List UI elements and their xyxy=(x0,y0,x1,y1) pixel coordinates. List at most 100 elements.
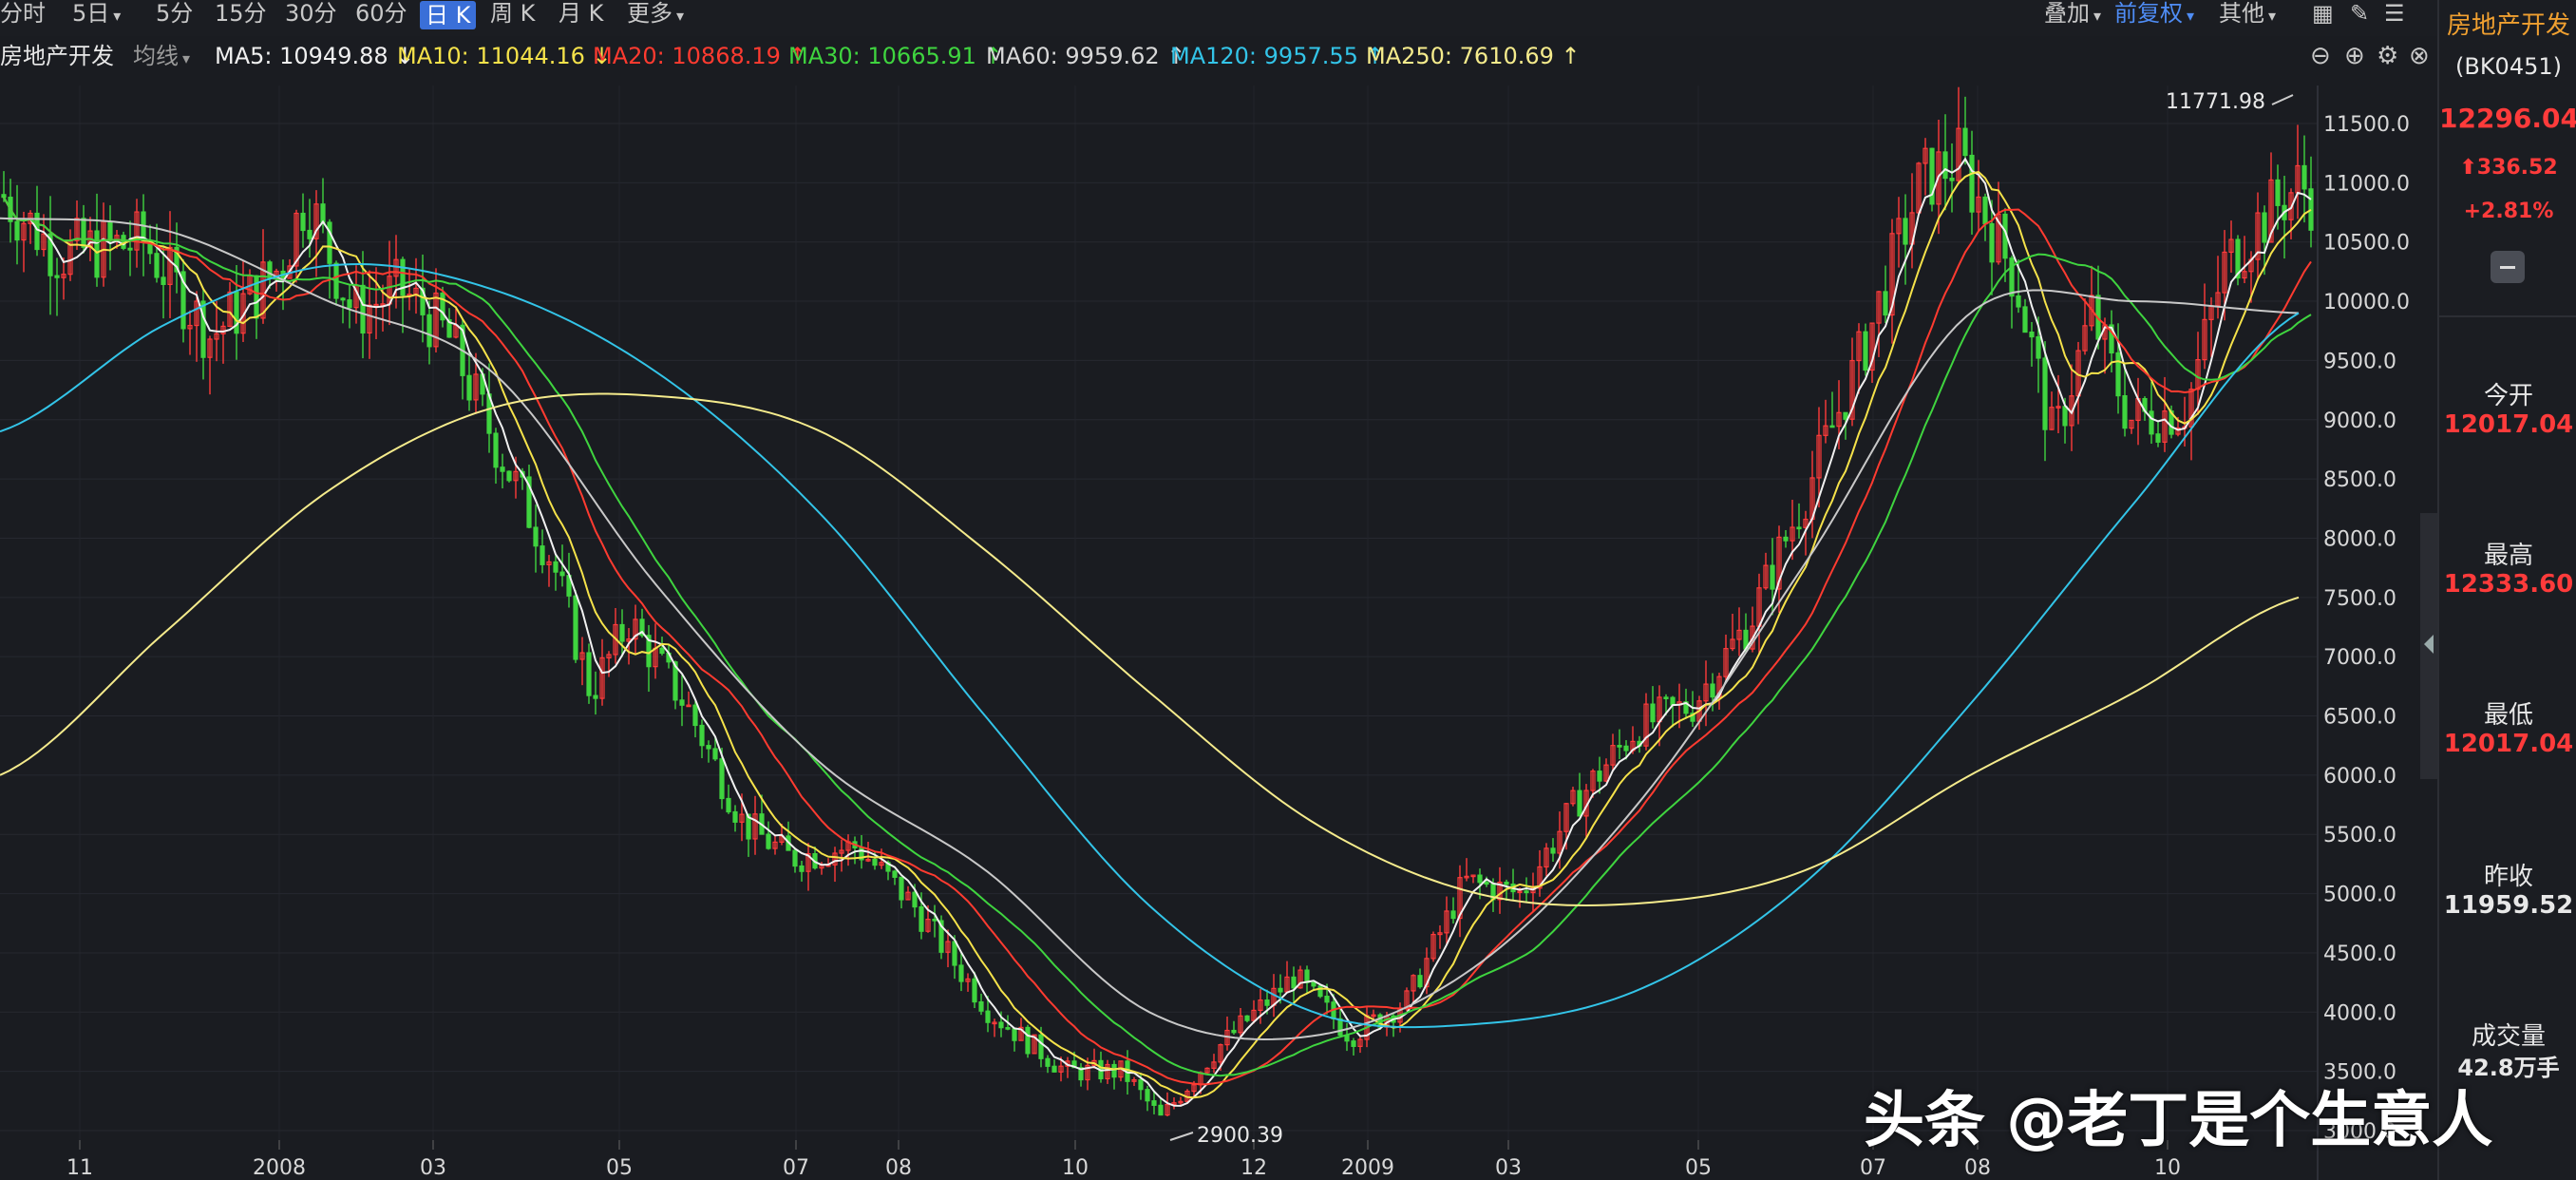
y-tick-label: 9500.0 xyxy=(2323,350,2396,373)
candle xyxy=(613,607,618,664)
candle xyxy=(1590,769,1596,798)
candle xyxy=(2215,256,2221,319)
candle xyxy=(1158,1097,1164,1116)
candle xyxy=(593,671,598,715)
candle xyxy=(2188,382,2194,461)
chevron-down-icon: ▾ xyxy=(2093,7,2102,25)
sidebar-change: ⬆336.52 xyxy=(2459,156,2558,180)
candle xyxy=(1430,931,1436,962)
gear-icon[interactable]: ⚙ xyxy=(2377,42,2399,70)
candle xyxy=(2029,321,2035,367)
candle xyxy=(300,193,306,248)
moving-average-lines xyxy=(0,157,2312,1107)
candle xyxy=(1962,96,1968,165)
candle xyxy=(646,624,652,693)
high-price-label: 11771.98 xyxy=(2166,90,2265,114)
other-button[interactable]: 其他 ▾ xyxy=(2219,0,2276,36)
candle xyxy=(1171,1096,1177,1110)
candle xyxy=(1823,399,1828,444)
chevron-down-icon: ▾ xyxy=(2268,7,2277,25)
more-periods-button[interactable]: 更多 ▾ xyxy=(627,0,684,36)
collapse-minus-icon[interactable] xyxy=(2491,251,2525,283)
candle xyxy=(586,643,592,704)
candle xyxy=(852,836,858,865)
candle xyxy=(1091,1048,1097,1069)
candle xyxy=(1929,147,1935,212)
candle xyxy=(333,260,339,306)
period-monthly-k[interactable]: 月 K xyxy=(559,0,604,27)
x-tick-label: 10 xyxy=(1062,1156,1089,1180)
candle xyxy=(1530,872,1536,911)
candle xyxy=(1617,729,1622,760)
adjust-button[interactable]: 前复权 ▾ xyxy=(2114,0,2194,36)
candle xyxy=(533,504,539,573)
candle xyxy=(1783,529,1789,548)
candle xyxy=(1863,323,1868,376)
zoom-in-icon[interactable]: ⊕ xyxy=(2344,42,2365,70)
candle xyxy=(1025,1024,1031,1058)
candle xyxy=(1337,1007,1343,1038)
period-toolbar: 分时 5日 ▾ 5分 15分 30分 60分 日 K 周 K 月 K 更多 ▾ 叠加… xyxy=(0,0,2437,36)
candle xyxy=(1883,265,1888,324)
y-tick-label: 7000.0 xyxy=(2323,646,2396,670)
candle xyxy=(1829,391,1835,428)
close-icon[interactable]: ⊗ xyxy=(2409,42,2430,70)
chevron-down-icon: ▾ xyxy=(182,49,191,67)
zoom-out-icon[interactable]: ⊖ xyxy=(2310,42,2331,70)
overlay-label: 叠加 xyxy=(2044,0,2090,27)
ma120-line xyxy=(0,262,2300,1029)
candle xyxy=(1078,1063,1084,1087)
candle xyxy=(154,223,160,283)
period-60min[interactable]: 60分 xyxy=(355,0,407,27)
period-weekly-k[interactable]: 周 K xyxy=(490,0,536,27)
candle xyxy=(1856,323,1862,394)
candle xyxy=(94,193,100,287)
volume-value: 42.8万手 xyxy=(2457,1055,2560,1081)
watermark-text: 头条 @老丁是个生意人 xyxy=(1864,1086,2493,1156)
y-tick-label: 6500.0 xyxy=(2323,706,2396,730)
period-30min[interactable]: 30分 xyxy=(285,0,337,27)
candle xyxy=(579,637,585,686)
candle xyxy=(1344,1022,1350,1052)
period-intraday[interactable]: 分时 xyxy=(0,0,46,27)
candle xyxy=(1750,606,1755,653)
period-5day[interactable]: 5日 ▾ xyxy=(72,0,121,36)
candle xyxy=(2162,376,2168,452)
x-tick-label: 11 xyxy=(66,1156,93,1180)
candle xyxy=(387,240,392,326)
menu-icon[interactable]: ☰ xyxy=(2384,0,2405,27)
candle xyxy=(699,719,705,759)
period-15min[interactable]: 15分 xyxy=(215,0,267,27)
candlesticks xyxy=(1,86,2314,1117)
candle xyxy=(1065,1056,1070,1078)
candle xyxy=(905,885,911,901)
high-value: 12333.60 xyxy=(2443,570,2574,599)
candle xyxy=(1524,877,1529,904)
candle xyxy=(633,604,638,655)
candle xyxy=(1045,1055,1051,1074)
candle xyxy=(1444,896,1449,946)
period-daily-k[interactable]: 日 K xyxy=(420,1,477,29)
candle xyxy=(433,268,439,352)
y-tick-label: 10000.0 xyxy=(2323,291,2410,314)
candle xyxy=(2042,341,2048,462)
candle xyxy=(1118,1060,1124,1082)
grid-layout-icon[interactable]: ▦ xyxy=(2312,0,2334,27)
candle xyxy=(978,993,984,1016)
draw-pen-icon[interactable]: ✎ xyxy=(2350,0,2370,27)
x-tick-label: 03 xyxy=(1495,1156,1522,1180)
y-tick-label: 8000.0 xyxy=(2323,527,2396,551)
kline-chart[interactable]: 11500.0 11000.0 10500.0 10000.0 9500.0 9000.0… xyxy=(0,0,2437,1180)
candle xyxy=(2308,156,2314,248)
period-5min[interactable]: 5分 xyxy=(156,0,194,27)
candle xyxy=(1577,772,1582,817)
candle xyxy=(1903,194,1908,285)
overlay-button[interactable]: 叠加 ▾ xyxy=(2044,0,2101,36)
expand-handle[interactable] xyxy=(2420,513,2437,779)
candle xyxy=(1258,988,1263,1024)
candle xyxy=(653,623,658,679)
x-tick-label: 2008 xyxy=(253,1156,306,1180)
line-type-select[interactable]: 均线 ▾ xyxy=(133,40,190,75)
candle xyxy=(2115,323,2121,414)
candle xyxy=(1470,874,1476,884)
